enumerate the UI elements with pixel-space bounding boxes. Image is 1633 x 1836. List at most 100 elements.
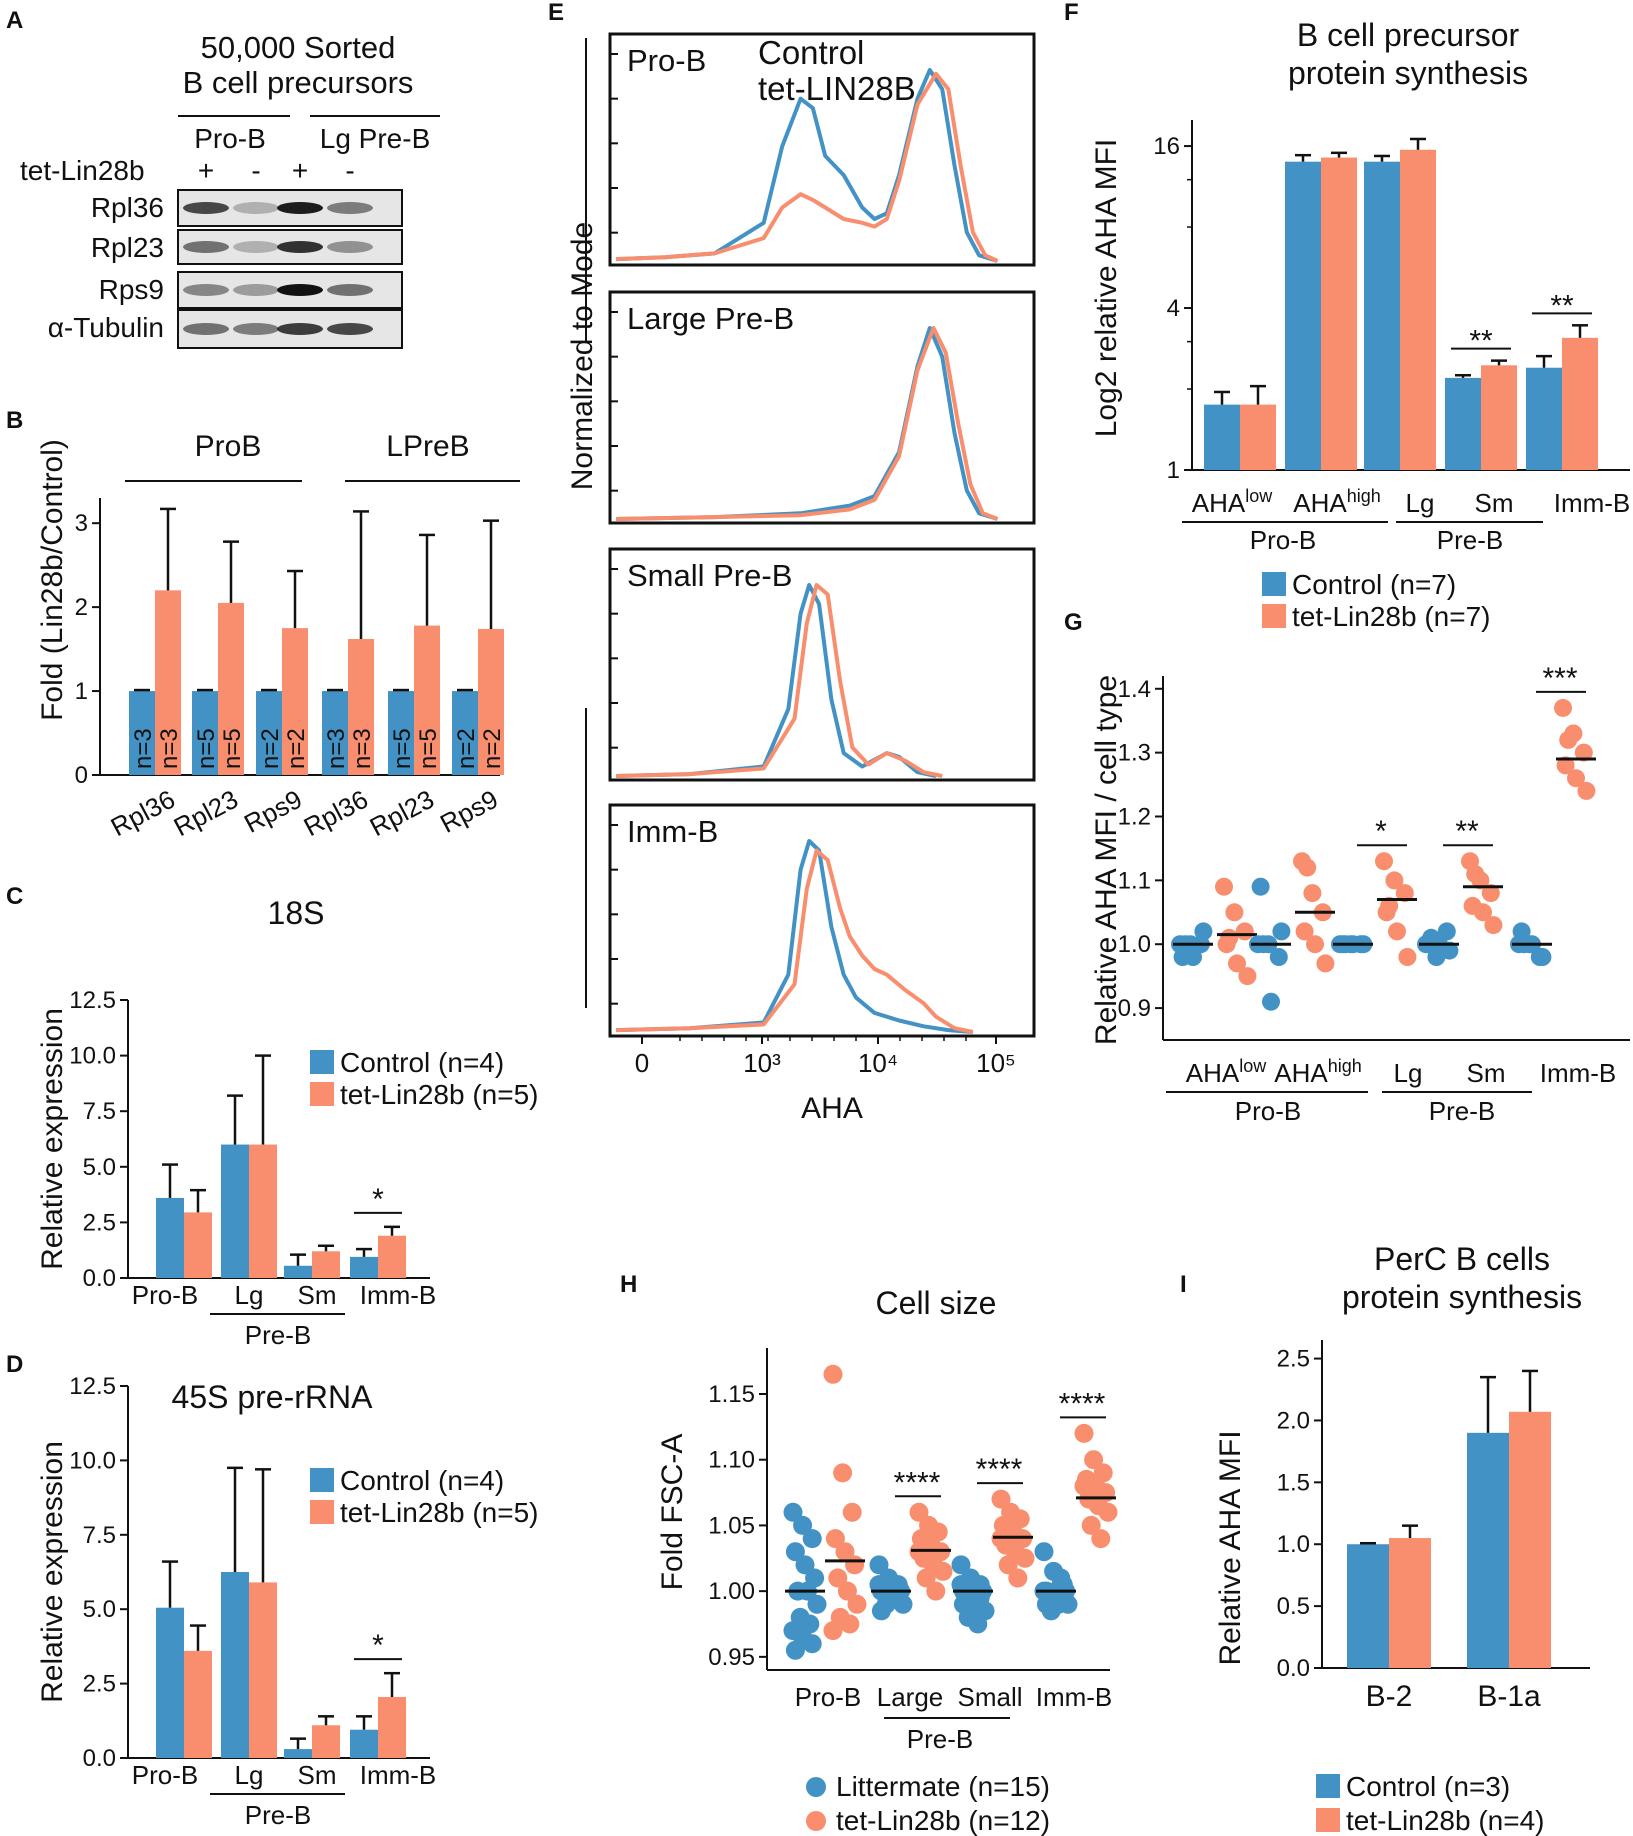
- panel-label-a: A: [6, 7, 23, 34]
- chart-e-xtick-label: 10⁴: [858, 1048, 898, 1078]
- blot-band: [277, 284, 323, 296]
- chart-b-group-prob: ProB: [195, 430, 262, 463]
- chart-g-treated-point: [1215, 877, 1233, 896]
- chart-c-ytick-label: 5.0: [83, 1154, 116, 1181]
- chart-h-treated-point: [847, 1594, 867, 1614]
- chart-b-bar: [388, 691, 414, 775]
- chart-g-treated-point: [1238, 967, 1257, 986]
- chart-d-ylabel: Relative expression: [36, 1441, 69, 1703]
- chart-e-ylabel: Normalized to Mode: [566, 222, 599, 490]
- chart-d-category-label: Imm-B: [360, 1760, 437, 1790]
- chart-c-ytick-label: 2.5: [83, 1209, 116, 1236]
- chart-b-category-label: Rpl36: [106, 784, 180, 842]
- chart-g-treated-point: [1306, 935, 1324, 954]
- chart-h-treated-point: [835, 1542, 855, 1562]
- blot-strip: [177, 229, 403, 265]
- chart-b-n-label: n=3: [130, 728, 157, 769]
- blot-band: [233, 284, 279, 296]
- chart-f-category-label: AHAhigh: [1293, 486, 1381, 518]
- chart-g-control-point: [1422, 928, 1441, 947]
- chart-h-ytick-label: 1.05: [708, 1512, 755, 1539]
- chart-h-treated-point: [998, 1555, 1018, 1575]
- chart-d-category-label: Pro-B: [132, 1760, 198, 1790]
- chart-b-bar: [218, 602, 244, 775]
- chart-h-treated-point: [833, 1463, 853, 1483]
- panel-label-d: D: [6, 1351, 23, 1378]
- chart-b-bar: [452, 691, 478, 775]
- chart-b-bar: [155, 590, 181, 775]
- chart-b-bar: [282, 628, 308, 775]
- chart-e-panel-title: Large Pre-B: [627, 301, 794, 336]
- chart-h-treated-point: [1074, 1476, 1094, 1496]
- chart-f-bar: [1204, 404, 1240, 470]
- chart-h-control-point: [953, 1594, 973, 1614]
- chart-c-bar: [156, 1197, 184, 1278]
- chart-g-treated-point: [1298, 858, 1317, 877]
- blot-label: α-Tubulin: [48, 312, 164, 343]
- chart-i-ytick-label: 0.5: [1277, 1593, 1310, 1620]
- chart-g-ytick-label: 1.2: [1118, 803, 1151, 830]
- chart-c-bar: [378, 1235, 406, 1278]
- chart-f-legend-treated-swatch: [1262, 604, 1286, 628]
- blot-label: Rpl23: [91, 232, 164, 263]
- chart-d-title: 45S pre-rRNA: [172, 1379, 374, 1415]
- panel-label-c: C: [6, 883, 23, 910]
- chart-b-ylabel: Fold (Lin28b/Control): [36, 439, 69, 721]
- chart-f-legend-control-label: Control (n=7): [1292, 569, 1456, 600]
- chart-e-histogram-panel: [608, 547, 1036, 782]
- chart-i-category-label: B-1a: [1477, 1680, 1541, 1713]
- panel-label-i: I: [1180, 1271, 1187, 1298]
- chart-h-treated-point: [837, 1581, 857, 1601]
- chart-b-category-label: Rpl23: [365, 784, 439, 842]
- chart-g-control-point: [1251, 877, 1270, 896]
- chart-c-category-label: Sm: [298, 1280, 337, 1310]
- chart-e-panel-title: Pro-B: [627, 43, 706, 78]
- chart-d-bar: [378, 1696, 406, 1758]
- chart-i-bar: [1389, 1538, 1431, 1668]
- chart-h-treated-point: [1091, 1529, 1111, 1549]
- chart-b-ytick-label: 0: [75, 762, 88, 789]
- chart-h-group-preb: Pre-B: [907, 1724, 973, 1754]
- chart-h-legend-treated-swatch: [806, 1811, 826, 1831]
- chart-g-treated-point: [1481, 884, 1500, 903]
- chart-e-xtick-label: 10³: [743, 1048, 781, 1078]
- chart-g-group-preb: Pre-B: [1429, 1096, 1495, 1126]
- chart-h-ytick-label: 0.95: [708, 1644, 755, 1671]
- chart-h-treated-point: [933, 1561, 953, 1581]
- chart-i-ytick-label: 1.0: [1277, 1531, 1310, 1558]
- panel-label-h: H: [620, 1271, 637, 1298]
- chart-d-group-preb: Pre-B: [245, 1800, 311, 1830]
- chart-b-n-label: n=2: [479, 728, 506, 769]
- chart-e-xtick-label: 10⁵: [976, 1048, 1016, 1078]
- chart-h-ylabel: Fold FSC-A: [656, 1434, 689, 1591]
- chart-g-category-label: Lg: [1394, 1058, 1423, 1088]
- chart-g-control-point: [1272, 922, 1291, 941]
- chart-f-category-label: Sm: [1475, 488, 1514, 518]
- chart-c-ylabel: Relative expression: [36, 1008, 69, 1270]
- chart-b-bar: [256, 691, 282, 775]
- chart-i-legend-treated-label: tet-Lin28b (n=4): [1346, 1805, 1544, 1836]
- chart-c-bar: [221, 1144, 249, 1278]
- chart-h-significance-stars: ****: [894, 1466, 941, 1499]
- chart-d-category-label: Lg: [235, 1760, 264, 1790]
- chart-h-control-point: [970, 1588, 990, 1608]
- chart-d-ytick-label: 12.5: [69, 1373, 116, 1400]
- chart-h-legend-littermate-swatch: [806, 1777, 826, 1797]
- chart-g-category-label: Imm-B: [1540, 1058, 1617, 1088]
- chart-i-category-label: B-2: [1366, 1680, 1413, 1713]
- chart-b-bar: [192, 691, 218, 775]
- chart-d-significance-stars: *: [372, 1629, 384, 1662]
- chart-g-ytick-label: 0.9: [1118, 995, 1151, 1022]
- chart-f-category-label: Lg: [1406, 488, 1435, 518]
- chart-g-category-label: AHAlow: [1186, 1056, 1267, 1088]
- chart-g-treated-point: [1375, 852, 1393, 871]
- blot-title-line1: 50,000 Sorted: [201, 30, 396, 65]
- chart-b-bar: [322, 691, 348, 775]
- chart-f-group-preb: Pre-B: [1437, 525, 1503, 555]
- chart-f-bar: [1285, 161, 1321, 470]
- chart-h-control-point: [785, 1640, 805, 1660]
- blot-group-lgpreb: Lg Pre-B: [320, 123, 431, 154]
- chart-f-ylabel: Log2 relative AHA MFI: [1090, 139, 1123, 437]
- chart-c-bar: [350, 1256, 378, 1278]
